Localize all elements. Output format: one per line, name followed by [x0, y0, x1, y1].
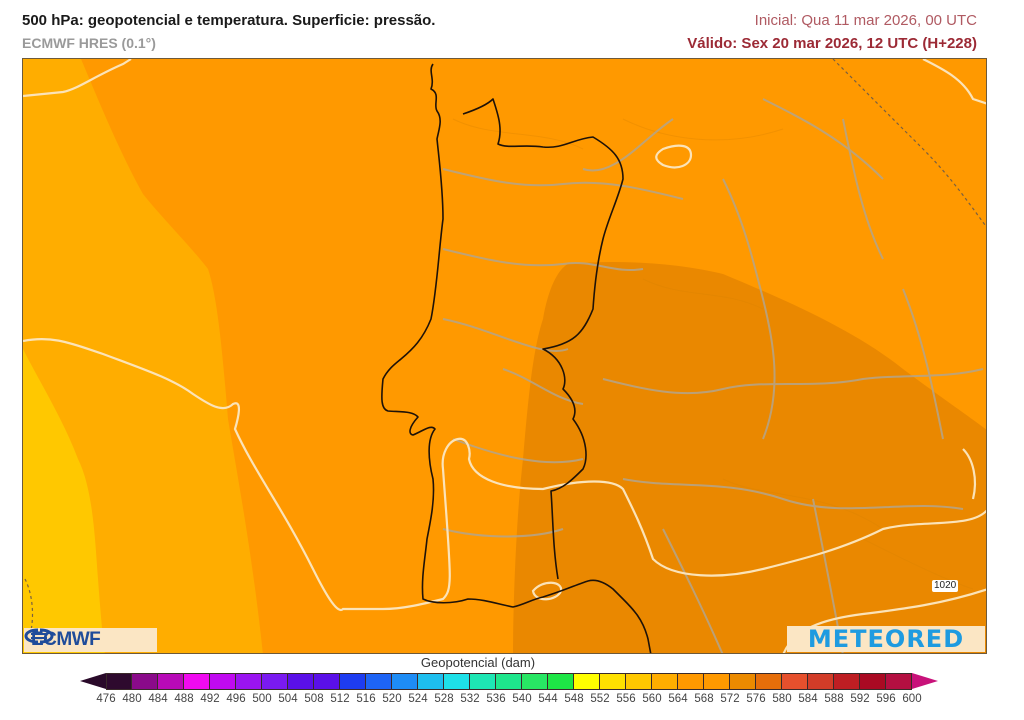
colorbar-tile [626, 673, 652, 690]
colorbar-tick-label: 552 [590, 693, 610, 705]
colorbar-tick-label: 576 [746, 693, 766, 705]
ecmwf-logo: ECMWF [24, 628, 157, 652]
colorbar-tile [678, 673, 704, 690]
colorbar-tick-label: 544 [538, 693, 558, 705]
colorbar-tile [158, 673, 184, 690]
colorbar-tick-label: 592 [850, 693, 870, 705]
meteored-logo: METEORED [787, 625, 985, 653]
colorbar-tile [444, 673, 470, 690]
colorbar-tick-label: 588 [824, 693, 844, 705]
colorbar-tile [262, 673, 288, 690]
colorbar-tick-label: 528 [434, 693, 454, 705]
colorbar-tick-label: 572 [720, 693, 740, 705]
colorbar-tick-label: 484 [148, 693, 168, 705]
colorbar-tile [808, 673, 834, 690]
colorbar [80, 673, 938, 690]
colorbar-tile [106, 673, 132, 690]
colorbar-tick-label: 580 [772, 693, 792, 705]
colorbar-tile [210, 673, 236, 690]
colorbar-tick-label: 560 [642, 693, 662, 705]
colorbar-tile [652, 673, 678, 690]
colorbar-tick-label: 496 [226, 693, 246, 705]
colorbar-tile [548, 673, 574, 690]
colorbar-under-arrow [80, 673, 106, 689]
colorbar-tick-label: 568 [694, 693, 714, 705]
model-label: ECMWF HRES (0.1°) [22, 35, 156, 51]
colorbar-title: Geopotencial (dam) [420, 655, 536, 670]
colorbar-tick-label: 492 [200, 693, 220, 705]
forecast-map[interactable]: 1020 ECMWF METEORED [22, 58, 987, 654]
map-title: 500 hPa: geopotencial e temperatura. Sup… [22, 12, 436, 29]
colorbar-tile [496, 673, 522, 690]
colorbar-tile [340, 673, 366, 690]
colorbar-tile [756, 673, 782, 690]
colorbar-tick-label: 536 [486, 693, 506, 705]
colorbar-tick-label: 556 [616, 693, 636, 705]
colorbar-tick-label: 564 [668, 693, 688, 705]
colorbar-tick-label: 584 [798, 693, 818, 705]
initial-time: Inicial: Qua 11 mar 2026, 00 UTC [754, 12, 977, 29]
colorbar-over-arrow [912, 673, 938, 689]
colorbar-tick-label: 476 [96, 693, 116, 705]
colorbar-tick-label: 532 [460, 693, 480, 705]
colorbar-tick-label: 520 [382, 693, 402, 705]
colorbar-tile [392, 673, 418, 690]
colorbar-tile [600, 673, 626, 690]
colorbar-tile [470, 673, 496, 690]
colorbar-tile [886, 673, 912, 690]
colorbar-tile [860, 673, 886, 690]
colorbar-tile [366, 673, 392, 690]
valid-time: Válido: Sex 20 mar 2026, 12 UTC (H+228) [687, 35, 977, 52]
meteored-logo-text: METEORED [807, 625, 965, 653]
colorbar-tile [132, 673, 158, 690]
colorbar-tick-label: 540 [512, 693, 532, 705]
colorbar-tile [418, 673, 444, 690]
colorbar-tick-label: 524 [408, 693, 428, 705]
colorbar-tile [522, 673, 548, 690]
colorbar-tile [834, 673, 860, 690]
colorbar-tile [314, 673, 340, 690]
colorbar-tick-label: 512 [330, 693, 350, 705]
colorbar-tick-label: 488 [174, 693, 194, 705]
colorbar-tick-label: 504 [278, 693, 298, 705]
ecmwf-logo-text: ECMWF [31, 629, 101, 650]
colorbar-tile [184, 673, 210, 690]
colorbar-tick-label: 508 [304, 693, 324, 705]
colorbar-tile [574, 673, 600, 690]
colorbar-tick-label: 500 [252, 693, 272, 705]
colorbar-tiles [106, 673, 912, 690]
colorbar-tick-label: 600 [902, 693, 922, 705]
colorbar-tile [704, 673, 730, 690]
colorbar-tick-label: 548 [564, 693, 584, 705]
colorbar-tile [730, 673, 756, 690]
colorbar-tile [782, 673, 808, 690]
map-canvas [23, 59, 986, 653]
ecmwf-logo-icon [24, 628, 54, 644]
colorbar-tile [288, 673, 314, 690]
colorbar-tick-label: 480 [122, 693, 142, 705]
colorbar-tick-label: 516 [356, 693, 376, 705]
colorbar-tile [236, 673, 262, 690]
colorbar-tick-label: 596 [876, 693, 896, 705]
isobar-label: 1020 [932, 580, 959, 592]
